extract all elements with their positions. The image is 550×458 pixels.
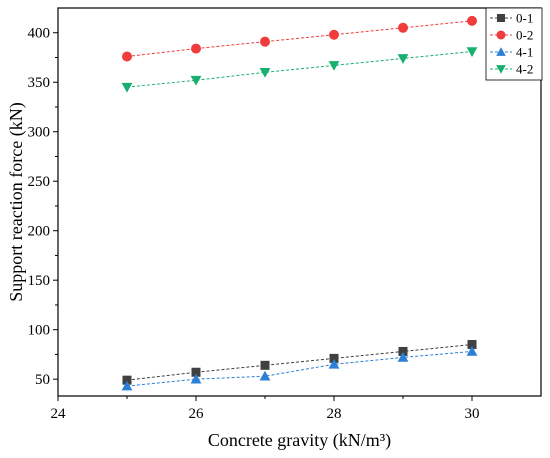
legend-item-0-2: 0-2 xyxy=(490,28,533,43)
legend-label: 0-1 xyxy=(516,11,533,26)
legend-item-4-2: 4-2 xyxy=(490,62,533,77)
series-line xyxy=(126,20,473,57)
series-layer xyxy=(121,15,478,391)
legend-label: 0-2 xyxy=(516,28,533,43)
legend: 0-1 0-2 4-1 4-2 xyxy=(485,7,543,81)
x-axis-title: Concrete gravity (kN/m³) xyxy=(208,430,391,451)
y-tick-label: 200 xyxy=(28,224,51,240)
data-point-circle xyxy=(398,22,408,33)
data-point-triangle-down xyxy=(466,47,478,57)
data-point-circle xyxy=(191,43,201,54)
data-point-square xyxy=(329,353,339,363)
y-tick-label: 150 xyxy=(28,273,51,289)
y-tick-label: 50 xyxy=(35,372,50,388)
x-tick-label: 26 xyxy=(189,406,205,422)
data-point-triangle-up xyxy=(259,370,271,381)
series-0-1 xyxy=(122,340,477,385)
data-point-square xyxy=(191,367,201,377)
x-tick-label: 30 xyxy=(465,406,480,422)
y-tick-label: 350 xyxy=(28,75,51,91)
legend-label: 4-1 xyxy=(516,45,533,60)
y-tick-label: 400 xyxy=(28,26,51,42)
data-point-circle xyxy=(496,30,506,40)
data-point-triangle-down xyxy=(328,61,340,71)
data-point-triangle-down xyxy=(496,65,506,74)
x-tick-label: 24 xyxy=(51,406,67,422)
data-point-triangle-up xyxy=(121,380,133,391)
data-point-square xyxy=(122,375,132,385)
data-point-circle xyxy=(122,51,132,62)
data-point-circle xyxy=(260,36,270,47)
legend-box xyxy=(485,7,543,81)
y-tick-label: 250 xyxy=(28,174,51,190)
data-point-triangle-up xyxy=(466,346,478,356)
data-point-triangle-down xyxy=(121,82,133,93)
y-tick-label: 300 xyxy=(28,125,51,141)
data-point-triangle-up xyxy=(496,47,506,56)
y-tick-label: 100 xyxy=(28,323,51,339)
plot-frame xyxy=(57,7,542,397)
series-line xyxy=(126,51,473,88)
data-point-triangle-up xyxy=(190,373,202,384)
legend-item-4-1: 4-1 xyxy=(490,45,533,60)
data-point-triangle-up xyxy=(397,351,409,362)
data-point-circle xyxy=(329,29,339,40)
series-0-2 xyxy=(122,15,477,62)
data-point-triangle-down xyxy=(397,54,409,64)
data-point-circle xyxy=(467,15,477,26)
data-point-square xyxy=(398,346,408,356)
data-point-triangle-down xyxy=(259,68,271,78)
series-4-1 xyxy=(121,346,478,391)
data-point-square xyxy=(260,360,270,370)
legend-item-0-1: 0-1 xyxy=(490,11,533,26)
data-point-square xyxy=(467,340,477,350)
series-line xyxy=(126,344,473,381)
legend-label: 4-2 xyxy=(516,62,533,77)
data-point-triangle-down xyxy=(190,75,202,86)
series-4-2 xyxy=(121,47,478,93)
series-line xyxy=(126,350,473,387)
data-point-square xyxy=(497,14,505,22)
axes-layer: 24 26 28 30 50 100 150 200 250 300 350 400 xyxy=(28,7,542,422)
y-axis-title: Support reaction force (kN) xyxy=(6,102,27,301)
x-tick-label: 28 xyxy=(327,406,342,422)
data-point-triangle-up xyxy=(328,358,340,369)
